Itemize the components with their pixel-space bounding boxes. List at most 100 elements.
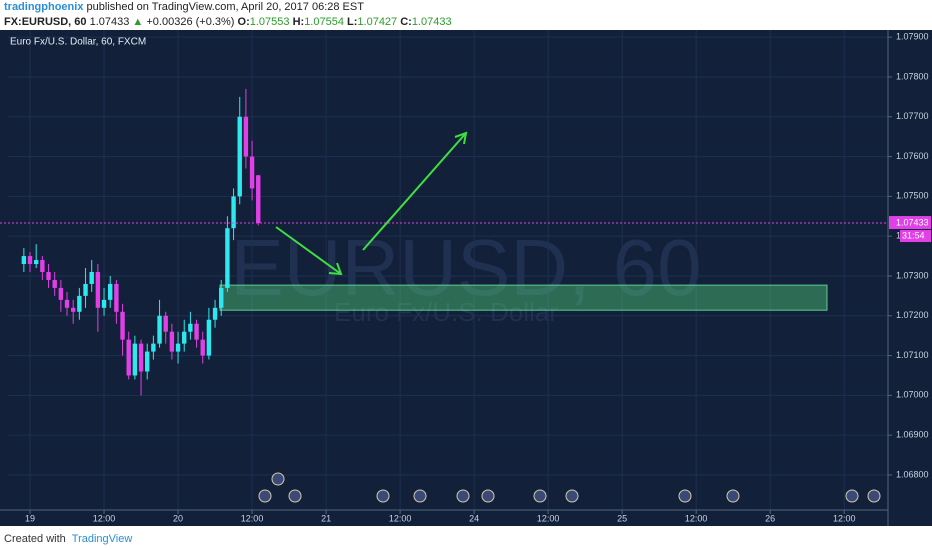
- candle-body: [138, 343, 144, 372]
- event-icon: [413, 489, 427, 503]
- candle-body: [212, 307, 218, 320]
- l: 1.07427: [357, 16, 398, 28]
- candle-body: [89, 271, 94, 284]
- candle-body: [52, 279, 57, 288]
- candle-body: [27, 256, 33, 265]
- y-tick-label: 1.07100: [896, 350, 929, 360]
- x-tick-label: 20: [173, 513, 183, 523]
- candle-body: [194, 323, 199, 340]
- published: published on TradingView.com, April 20, …: [86, 1, 364, 13]
- y-tick-label: 1.07500: [896, 191, 929, 201]
- event-icon: [533, 489, 547, 503]
- event-icon: [678, 489, 692, 503]
- candle-body: [33, 260, 39, 265]
- publish-line: tradingphoenix published on TradingView.…: [4, 0, 928, 15]
- candle-body: [151, 343, 156, 352]
- candle-body: [243, 116, 249, 157]
- event-icon: [271, 472, 285, 486]
- event-icon: [845, 489, 859, 503]
- o-label: O:: [237, 16, 250, 28]
- last-price-box: [889, 216, 931, 230]
- candle-body: [46, 271, 51, 280]
- candle-body: [95, 271, 101, 308]
- candle-body: [145, 351, 150, 372]
- quote-line: FX:EURUSD, 60 1.07433 ▲ +0.00326 (+0.3%)…: [4, 15, 928, 30]
- events: [258, 472, 881, 503]
- plot: [0, 88, 888, 396]
- arrow-up: [362, 132, 467, 251]
- x-tick-label: 12:00: [833, 513, 856, 523]
- event-icon: [481, 489, 495, 503]
- up-arrow: ▲: [132, 16, 144, 28]
- x-tick-label: 21: [321, 513, 331, 523]
- y-tick-label: 1.06900: [896, 430, 929, 440]
- x-tick-label: 25: [617, 513, 627, 523]
- x-tick-label: 26: [765, 513, 775, 523]
- x-tick-label: 12:00: [93, 513, 116, 523]
- grid: [8, 30, 888, 510]
- countdown-box: [900, 230, 931, 243]
- event-icon: [565, 489, 579, 503]
- last: 1.07433: [89, 16, 130, 28]
- candle-body: [219, 287, 224, 308]
- event-icon: [288, 489, 302, 503]
- candle-body: [169, 331, 175, 352]
- h: 1.07554: [304, 16, 344, 28]
- watermark: EURUSD, 60: [230, 223, 701, 312]
- candle-body: [126, 339, 131, 376]
- h-label: H:: [292, 16, 305, 28]
- y-tick-label: 1.07000: [896, 390, 929, 400]
- event-icon: [867, 489, 881, 503]
- candle-body: [132, 343, 138, 376]
- candle-body: [225, 228, 230, 288]
- change: +0.00326 (+0.3%): [146, 16, 235, 28]
- candle-body: [188, 323, 193, 332]
- created: Created with: [4, 533, 66, 545]
- y-tick-label: 1.07200: [896, 310, 929, 320]
- candle-body: [64, 299, 70, 308]
- y-tick-label: 1.07300: [896, 270, 929, 280]
- y-tick-label: 1.07700: [896, 111, 929, 121]
- y-tick-label: 1.07600: [896, 151, 929, 161]
- o: 1.07553: [249, 16, 290, 28]
- candle-body: [237, 116, 242, 197]
- candle-body: [206, 319, 212, 356]
- candle-body: [256, 175, 261, 224]
- footer: Created with TradingView: [4, 530, 132, 548]
- arrow-down: [275, 226, 342, 275]
- event-icon: [258, 489, 272, 503]
- x-tick-label: 12:00: [241, 513, 264, 523]
- arrow-head: [328, 262, 343, 276]
- candle-body: [83, 283, 88, 296]
- x-tick-label: 19: [25, 513, 35, 523]
- y-tick-label: 1.07800: [896, 71, 929, 81]
- arrow-head: [454, 131, 468, 145]
- x-tick-label: 24: [469, 513, 479, 523]
- c: 1.07433: [411, 16, 452, 28]
- x-tick-label: 12:00: [685, 513, 708, 523]
- candle-body: [182, 331, 187, 344]
- candle-body: [77, 295, 82, 312]
- candle-body: [70, 307, 76, 312]
- watermark-sub: Euro Fx/U.S. Dollar: [334, 297, 558, 327]
- candle-body: [175, 343, 181, 352]
- candle-body: [21, 256, 27, 265]
- y-tick-label: 1.07900: [896, 32, 929, 42]
- candle-body: [231, 196, 236, 229]
- candle-body: [163, 315, 168, 332]
- x-tick-label: 12:00: [389, 513, 412, 523]
- countdown: 31:54: [902, 230, 925, 240]
- arrows: [275, 131, 468, 276]
- event-icon: [456, 489, 470, 503]
- candle-body: [200, 339, 205, 356]
- candle-body: [58, 287, 64, 300]
- brand[interactable]: TradingView: [71, 533, 133, 545]
- event-icon: [376, 489, 390, 503]
- candle-body: [108, 283, 113, 300]
- header: tradingphoenix published on TradingView.…: [4, 0, 928, 30]
- last-price-label: 1.07433: [896, 217, 929, 227]
- candle-body: [120, 311, 125, 340]
- author[interactable]: tradingphoenix: [4, 1, 84, 13]
- c-label: C:: [400, 16, 412, 28]
